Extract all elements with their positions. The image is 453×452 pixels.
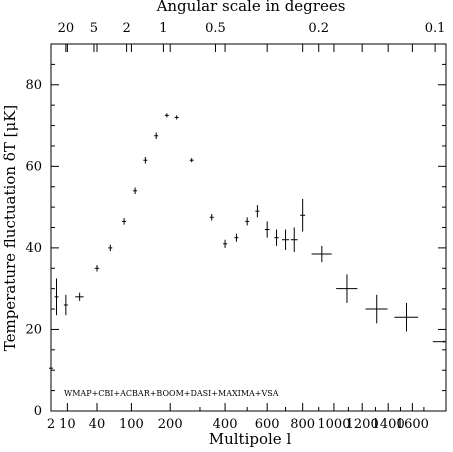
data-point (63, 294, 68, 316)
top-tick-label: 1 (159, 21, 167, 36)
data-point (122, 218, 127, 225)
top-axis-title: Angular scale in degrees (156, 0, 346, 15)
data-point (264, 221, 270, 238)
x-tick-label: 1600 (396, 417, 429, 432)
data-point (75, 292, 84, 301)
data-point (108, 244, 113, 252)
top-tick-label: 2 (122, 21, 130, 36)
data-point (143, 156, 148, 164)
data-points-layer (49, 113, 446, 389)
x-tick-label: 40 (89, 417, 106, 432)
x-tick-label: 1400 (372, 417, 405, 432)
data-point (209, 214, 214, 221)
plot-frame (50, 43, 447, 412)
data-point (164, 113, 169, 118)
x-tick-label: 600 (255, 417, 280, 432)
x-tick-label: 2 (47, 417, 55, 432)
y-tick-label: 40 (25, 241, 42, 256)
x-axis-title: Multipole l (209, 430, 292, 448)
x-tick-label: 1000 (317, 417, 350, 432)
data-point (174, 115, 179, 120)
data-point (336, 274, 358, 303)
dataset-legend: WMAP+CBI+ACBAR+BOOM+DASI+MAXIMA+VSA (64, 389, 279, 398)
y-axis-title: Temperature fluctuation δT [μK] (1, 105, 19, 351)
data-point (189, 158, 194, 163)
data-point (223, 239, 228, 248)
x-tick-label: 200 (158, 417, 183, 432)
data-point (49, 347, 53, 389)
data-point (394, 302, 419, 332)
data-point (154, 132, 159, 140)
top-tick-label: 20 (58, 21, 75, 36)
top-tick-label: 0.5 (205, 21, 226, 36)
y-tick-label: 20 (25, 322, 42, 337)
data-point (133, 187, 138, 195)
data-point (290, 227, 298, 252)
data-point (255, 205, 260, 218)
data-point (94, 265, 100, 272)
x-tick-label: 800 (290, 417, 315, 432)
top-tick-label: 0.1 (425, 21, 446, 36)
data-point (281, 229, 290, 250)
y-tick-label: 60 (25, 159, 42, 174)
data-point (54, 278, 59, 316)
data-point (311, 245, 332, 263)
y-tick-label: 0 (34, 404, 42, 419)
data-point (432, 340, 446, 343)
data-point (365, 294, 388, 324)
x-tick-label: 100 (119, 417, 144, 432)
data-point (274, 229, 279, 246)
top-tick-label: 0.2 (308, 21, 329, 36)
x-tick-label: 1200 (346, 417, 379, 432)
x-tick-label: 400 (213, 417, 238, 432)
x-tick-label: 10 (59, 417, 76, 432)
top-tick-label: 5 (90, 21, 98, 36)
y-tick-label: 80 (25, 78, 42, 93)
data-point (245, 217, 250, 226)
data-point (300, 198, 306, 232)
data-point (234, 233, 239, 242)
